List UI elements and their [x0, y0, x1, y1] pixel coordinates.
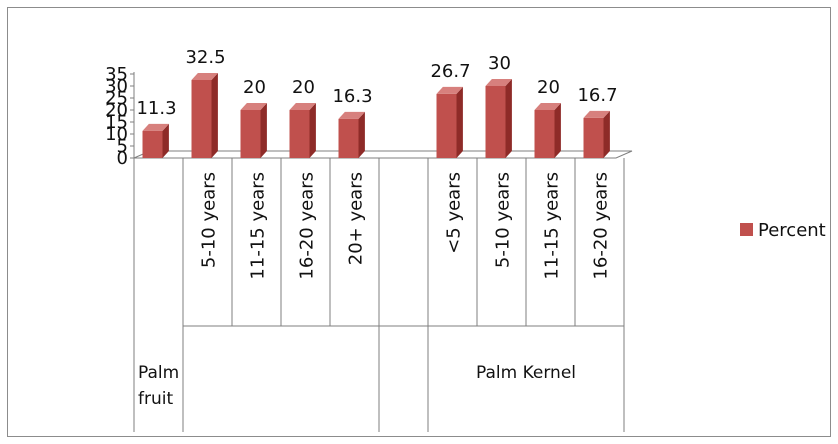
bar	[338, 118, 359, 158]
bar	[436, 93, 457, 158]
bar-side	[456, 86, 463, 158]
group-label: Palm	[138, 363, 179, 383]
bar-side	[505, 79, 512, 158]
bar	[289, 110, 310, 158]
bar-side	[260, 103, 267, 158]
bar-top	[191, 73, 218, 80]
data-label: 26.7	[430, 61, 470, 82]
group-label: fruit	[138, 389, 173, 409]
chart-frame	[7, 7, 831, 437]
data-label: 30	[488, 53, 511, 74]
x-tick-label: 11-15 years	[248, 172, 269, 280]
y-tick-label: 30	[105, 76, 128, 97]
bar-side	[162, 123, 169, 158]
data-label: 20	[292, 77, 315, 98]
bar-side	[358, 111, 365, 158]
bar-top	[485, 79, 512, 86]
y-tick-label: 10	[105, 124, 128, 145]
x-tick-label: 16-20 years	[297, 172, 318, 280]
bar-side	[603, 110, 610, 158]
y-tick-label: 0	[117, 148, 128, 169]
bar	[142, 130, 163, 158]
bar	[534, 110, 555, 158]
bar	[191, 80, 212, 158]
x-tick-label: 5-10 years	[199, 172, 220, 268]
legend-label: Percent	[758, 220, 826, 241]
y-tick-label: 35	[105, 64, 128, 85]
bar	[583, 117, 604, 158]
bar-side	[211, 73, 218, 158]
data-label: 16.7	[577, 85, 617, 106]
y-tick-label: 5	[117, 136, 128, 157]
bar	[240, 110, 261, 158]
bar-top	[142, 123, 169, 131]
data-label: 20	[537, 77, 560, 98]
y-tick-label: 15	[105, 112, 128, 133]
data-label: 32.5	[185, 47, 225, 68]
x-tick-label: 11-15 years	[542, 172, 563, 280]
x-tick-label: 16-20 years	[591, 172, 612, 280]
y-tick-label: 25	[105, 88, 128, 109]
bar-top	[583, 110, 610, 118]
data-label: 16.3	[332, 86, 372, 107]
x-tick-label: 5-10 years	[493, 172, 514, 268]
bar-side	[554, 103, 561, 158]
bar-side	[309, 103, 316, 158]
x-tick-label: 20+ years	[346, 172, 367, 265]
legend-swatch	[740, 223, 753, 236]
bar-top	[289, 103, 316, 110]
bar-top	[436, 86, 463, 94]
bar-top	[338, 111, 365, 119]
y-tick-label: 20	[105, 100, 128, 121]
bar	[485, 86, 506, 158]
data-label: 20	[243, 77, 266, 98]
x-tick-label: <5 years	[444, 172, 465, 254]
group-label: Palm Kernel	[476, 363, 576, 383]
bar-top	[240, 103, 267, 110]
bar-top	[534, 103, 561, 110]
data-label: 11.3	[136, 98, 176, 119]
